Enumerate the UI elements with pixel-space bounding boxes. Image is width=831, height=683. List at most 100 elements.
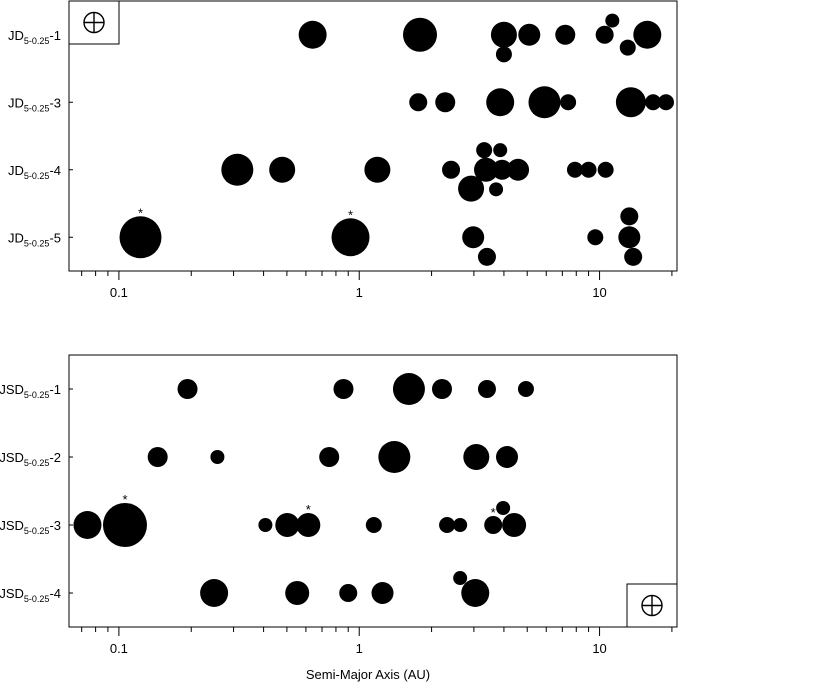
bubble xyxy=(453,571,468,586)
bubble xyxy=(378,441,411,473)
bubble xyxy=(458,175,485,202)
bubble xyxy=(496,501,511,515)
bubble xyxy=(496,446,519,468)
bubble xyxy=(560,94,577,111)
bubble xyxy=(200,579,229,607)
label-base: JD xyxy=(8,28,24,43)
y-tick-label: JD5-0.25-3 xyxy=(8,95,61,113)
plot-frame xyxy=(68,354,678,628)
bubble xyxy=(102,503,147,547)
bubble xyxy=(566,161,583,178)
label-suffix: -4 xyxy=(49,586,61,601)
bubble xyxy=(319,447,340,467)
bubble xyxy=(147,447,168,467)
label-subscript: 5-0.25 xyxy=(24,238,50,248)
bubble xyxy=(333,379,354,399)
bubble xyxy=(490,21,517,48)
label-base: JD xyxy=(8,230,24,245)
bubble xyxy=(580,161,597,178)
bubble xyxy=(439,517,456,533)
label-subscript: 5-0.25 xyxy=(24,390,50,400)
label-subscript: 5-0.25 xyxy=(24,171,50,181)
label-suffix: -1 xyxy=(49,28,61,43)
bubble xyxy=(507,158,530,181)
bubble xyxy=(269,156,296,183)
bubble xyxy=(486,88,515,117)
bubble xyxy=(296,513,321,537)
bubble xyxy=(495,46,512,63)
label-base: JSD xyxy=(0,450,24,465)
bubble xyxy=(587,229,604,246)
label-base: JD xyxy=(8,95,24,110)
label-suffix: -1 xyxy=(49,382,61,397)
y-tick-label: JSD5-0.25-1 xyxy=(0,382,61,400)
bubble xyxy=(285,581,310,605)
bubble xyxy=(595,25,614,44)
bubble xyxy=(339,584,358,602)
y-tick-label: JD5-0.25-1 xyxy=(8,28,61,46)
bubble xyxy=(365,517,382,533)
bubble xyxy=(275,513,300,537)
plot-frame xyxy=(68,0,678,272)
bubble xyxy=(518,23,541,46)
point-label: * xyxy=(138,205,143,220)
bubble xyxy=(435,92,456,113)
bubble xyxy=(298,20,327,49)
label-subscript: 5-0.25 xyxy=(24,526,50,536)
label-suffix: -2 xyxy=(49,450,61,465)
x-axis-title: Semi-Major Axis (AU) xyxy=(306,667,430,682)
bubble xyxy=(528,86,561,119)
label-suffix: -3 xyxy=(49,95,61,110)
label-subscript: 5-0.25 xyxy=(24,36,50,46)
bubble xyxy=(492,159,513,180)
label-base: JD xyxy=(8,163,24,178)
bubble xyxy=(555,24,576,45)
label-subscript: 5-0.25 xyxy=(24,594,50,604)
point-label: * xyxy=(122,492,127,507)
label-suffix: -3 xyxy=(49,518,61,533)
bubble xyxy=(221,153,254,186)
x-tick-label: 1 xyxy=(356,285,363,300)
bubble xyxy=(493,143,508,158)
bubble xyxy=(633,20,662,49)
y-tick-label: JSD5-0.25-3 xyxy=(0,518,61,536)
bubble xyxy=(119,216,162,259)
bubble xyxy=(331,218,370,257)
bubble xyxy=(364,156,391,183)
x-tick-label: 10 xyxy=(592,641,606,656)
y-tick-label: JSD5-0.25-2 xyxy=(0,450,61,468)
bubble xyxy=(73,511,102,539)
x-tick-label: 0.1 xyxy=(110,641,128,656)
bubble xyxy=(442,160,461,179)
bubble xyxy=(392,373,425,405)
bubble xyxy=(618,226,641,249)
bubble xyxy=(658,94,675,111)
point-label: * xyxy=(306,502,311,517)
bubble xyxy=(402,17,437,52)
bubble xyxy=(409,93,428,112)
bubble xyxy=(477,380,496,398)
label-subscript: 5-0.25 xyxy=(24,458,50,468)
y-tick-label: JSD5-0.25-4 xyxy=(0,586,61,604)
point-label: * xyxy=(491,505,496,520)
bubble xyxy=(645,94,662,111)
label-suffix: -4 xyxy=(49,163,61,178)
bubble xyxy=(605,13,620,28)
x-tick-label: 1 xyxy=(356,641,363,656)
bubble xyxy=(453,518,468,532)
bubble xyxy=(517,381,534,397)
bubble xyxy=(484,516,503,534)
label-subscript: 5-0.25 xyxy=(24,103,50,113)
bubble xyxy=(619,39,636,56)
x-tick-label: 10 xyxy=(592,285,606,300)
bubble xyxy=(431,379,452,399)
bubble xyxy=(177,379,198,399)
bubble xyxy=(474,157,499,182)
x-tick-label: 0.1 xyxy=(110,285,128,300)
bubble xyxy=(462,226,485,249)
bubble xyxy=(461,579,490,607)
bubble xyxy=(477,247,496,266)
bubble xyxy=(502,513,527,537)
bubble xyxy=(476,142,493,159)
